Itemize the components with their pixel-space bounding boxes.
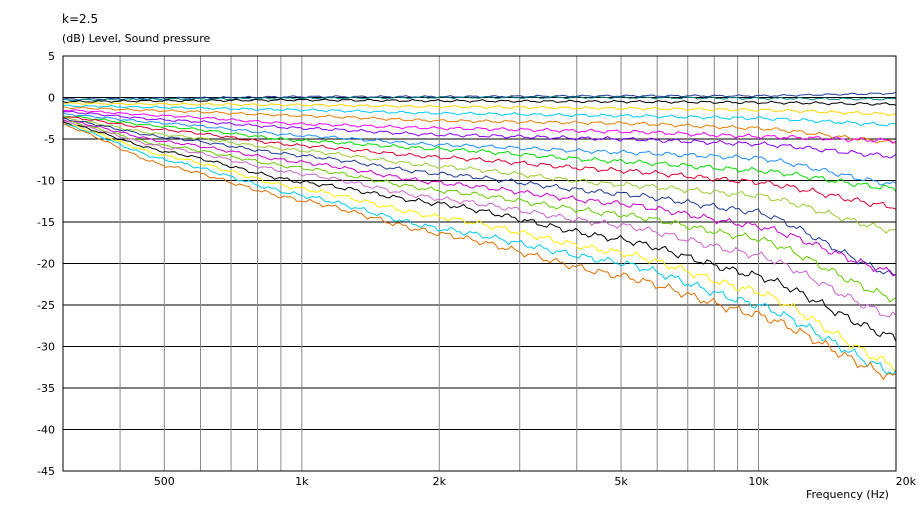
- y-tick-label: -5: [44, 133, 55, 146]
- series-line: [62, 117, 897, 234]
- series-line: [62, 116, 897, 210]
- series-line: [63, 118, 897, 276]
- y-tick-label: 5: [48, 50, 55, 63]
- series-line: [62, 109, 897, 144]
- series-line: [62, 95, 897, 102]
- x-tick-label: 1k: [295, 475, 309, 488]
- y-tick-label: -20: [37, 258, 55, 271]
- y-tick-label: -40: [37, 424, 55, 437]
- chart-title: k=2.5: [62, 12, 99, 26]
- y-tick-label: -25: [37, 299, 55, 312]
- y-tick-label: -35: [37, 382, 55, 395]
- series-line: [62, 106, 897, 144]
- series-line: [62, 102, 897, 117]
- y-axis-label: (dB) Level, Sound pressure: [62, 32, 211, 45]
- y-tick-labels: 5 0 -5 -10 -15 -20 -25 -30 -35 -40 -45: [37, 50, 55, 478]
- series-line: [62, 98, 897, 106]
- y-tick-label: -10: [37, 175, 55, 188]
- x-tick-label: 10k: [748, 475, 769, 488]
- series-line: [62, 123, 897, 372]
- y-tick-label: -15: [37, 216, 55, 229]
- series-line: [62, 110, 897, 159]
- y-tick-label: -45: [37, 465, 55, 478]
- series-line: [62, 119, 897, 277]
- series-line: [62, 114, 897, 192]
- series-line: [62, 120, 897, 318]
- series-lines: [62, 91, 897, 381]
- x-tick-label: 2k: [433, 475, 447, 488]
- series-line: [62, 91, 897, 101]
- series-line: [62, 104, 897, 127]
- y-tick-label: -30: [37, 341, 55, 354]
- x-tick-label: 500: [154, 475, 175, 488]
- x-tick-label: 5k: [614, 475, 628, 488]
- series-line: [62, 123, 897, 381]
- x-tick-labels: 500 1k 2k 5k 10k 20k: [154, 475, 917, 488]
- grid: [63, 55, 896, 472]
- series-line: [62, 120, 897, 303]
- series-line: [62, 121, 897, 342]
- x-axis-label: Frequency (Hz): [806, 488, 889, 501]
- plot-frame: [62, 55, 897, 472]
- x-tick-label: 20k: [896, 475, 917, 488]
- series-line: [62, 123, 897, 376]
- y-tick-label: 0: [48, 92, 55, 105]
- series-line: [62, 112, 897, 186]
